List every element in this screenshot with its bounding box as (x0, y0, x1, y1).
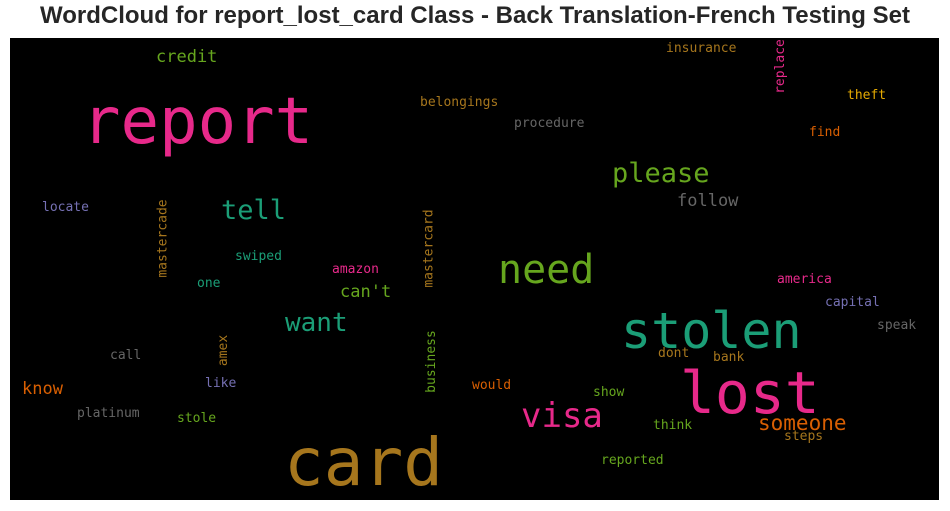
word-call: call (110, 348, 142, 363)
word-theft: theft (847, 88, 887, 103)
word-credit: credit (156, 47, 218, 67)
word-dont: dont (658, 346, 690, 361)
word-please: please (612, 158, 710, 189)
word-follow: follow (677, 191, 739, 211)
chart-title: WordCloud for report_lost_card Class - B… (40, 2, 910, 29)
word-cloud-canvas: report card stolen lost need visa please… (10, 38, 939, 500)
word-steps: steps (784, 429, 824, 444)
word-report: report (82, 85, 314, 159)
word-business: business (423, 330, 439, 393)
word-america: america (777, 272, 832, 287)
word-reported: reported (601, 453, 664, 468)
word-think: think (653, 418, 693, 433)
word-card: card (284, 424, 443, 500)
word-would: would (472, 378, 512, 393)
word-platinum: platinum (77, 406, 140, 421)
word-locate: locate (42, 200, 89, 215)
word-speak: speak (877, 318, 917, 333)
word-show: show (593, 385, 625, 400)
word-insurance: insurance (666, 41, 737, 56)
word-lost: lost (680, 359, 820, 427)
word-mastercade: mastercade (155, 199, 171, 278)
word-visa: visa (521, 396, 603, 436)
word-belongings: belongings (420, 95, 499, 110)
word-replace: replace (772, 39, 788, 94)
word-amazon: amazon (332, 262, 379, 277)
word-mastercard: mastercard (421, 209, 437, 288)
word-swiped: swiped (235, 249, 282, 264)
word-find: find (809, 125, 841, 140)
word-stolen: stolen (621, 302, 802, 360)
word-one: one (197, 276, 221, 291)
word-bank: bank (713, 350, 745, 365)
word-cant: can't (340, 282, 392, 302)
word-capital: capital (825, 295, 880, 310)
word-know: know (22, 379, 63, 399)
word-procedure: procedure (514, 116, 585, 131)
word-stole: stole (177, 411, 217, 426)
word-want: want (285, 308, 348, 338)
word-tell: tell (221, 195, 287, 226)
word-someone: someone (758, 411, 847, 435)
word-amex: amex (216, 334, 232, 367)
word-need: need (498, 247, 595, 293)
word-like: like (205, 376, 237, 391)
